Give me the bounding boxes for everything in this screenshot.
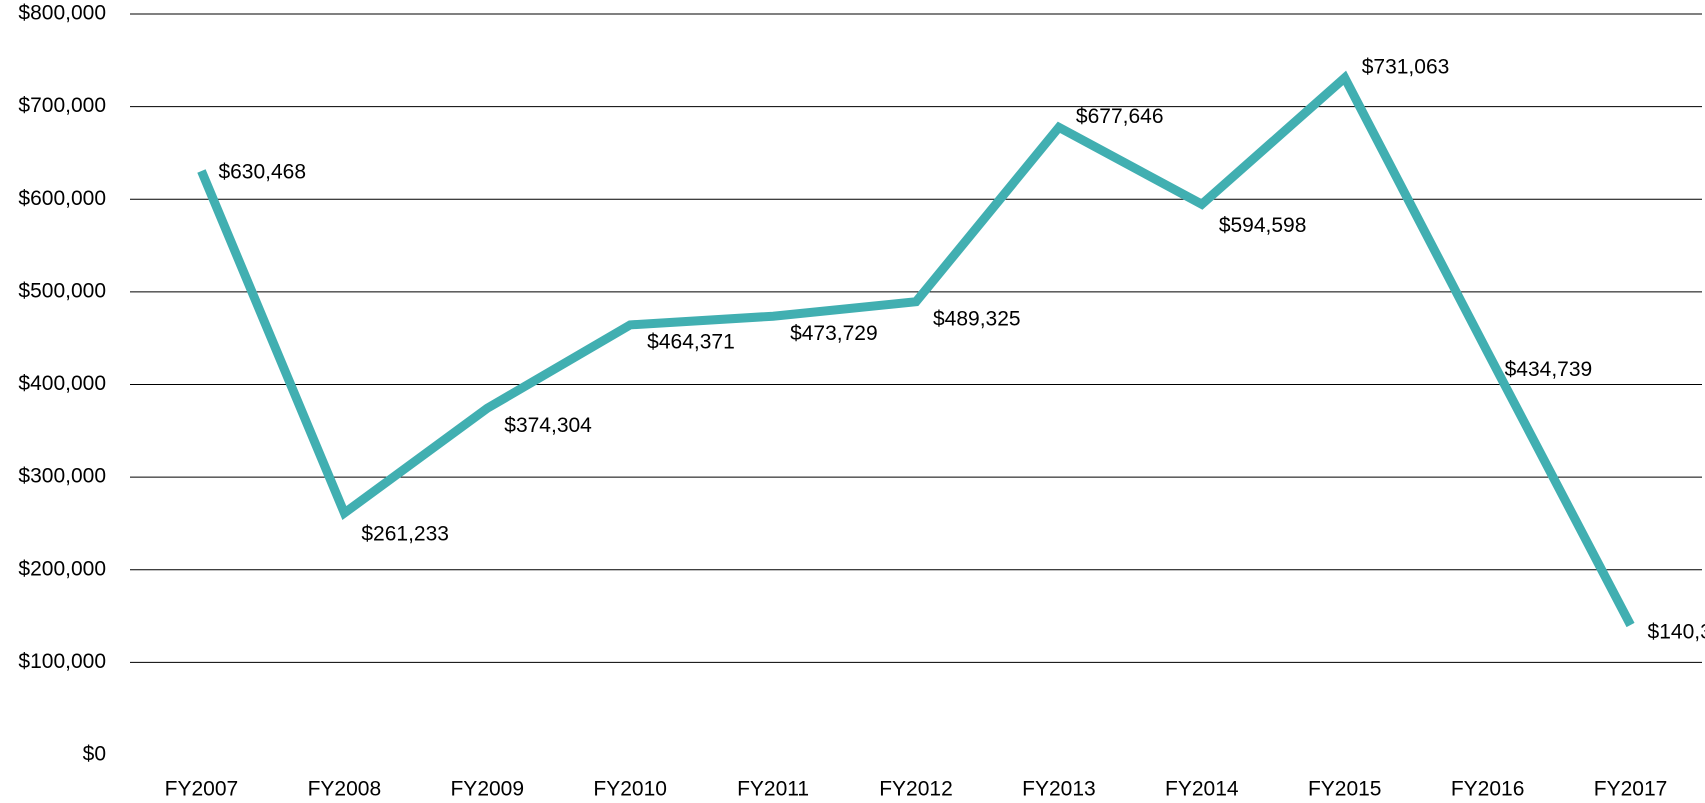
x-tick-label: FY2014 bbox=[1165, 778, 1239, 801]
y-tick-label: $300,000 bbox=[18, 465, 106, 488]
y-tick-label: $100,000 bbox=[18, 650, 106, 673]
x-tick-label: FY2017 bbox=[1594, 778, 1668, 801]
x-tick-label: FY2010 bbox=[593, 778, 667, 801]
data-label: $140,364 bbox=[1648, 621, 1705, 644]
y-tick-label: $0 bbox=[83, 743, 106, 766]
x-tick-label: FY2016 bbox=[1451, 778, 1525, 801]
data-label: $489,325 bbox=[933, 307, 1021, 330]
x-tick-label: FY2013 bbox=[1022, 778, 1096, 801]
x-tick-label: FY2007 bbox=[165, 778, 239, 801]
line-series bbox=[197, 70, 1635, 628]
data-label: $594,598 bbox=[1219, 214, 1307, 237]
x-tick-label: FY2008 bbox=[308, 778, 382, 801]
x-tick-label: FY2012 bbox=[879, 778, 953, 801]
data-label: $677,646 bbox=[1076, 105, 1164, 128]
data-label: $464,371 bbox=[647, 330, 735, 353]
data-label: $731,063 bbox=[1362, 55, 1450, 78]
x-tick-label: FY2011 bbox=[737, 778, 809, 801]
data-label: $473,729 bbox=[790, 322, 878, 345]
y-tick-label: $800,000 bbox=[18, 2, 106, 25]
y-tick-label: $600,000 bbox=[18, 187, 106, 210]
y-tick-label: $200,000 bbox=[18, 557, 106, 580]
x-tick-label: FY2009 bbox=[450, 778, 524, 801]
y-tick-label: $500,000 bbox=[18, 279, 106, 302]
data-label: $434,739 bbox=[1505, 358, 1593, 381]
data-label: $630,468 bbox=[218, 161, 306, 184]
data-label: $261,233 bbox=[361, 523, 449, 546]
x-tick-label: FY2015 bbox=[1308, 778, 1382, 801]
y-tick-label: $700,000 bbox=[18, 94, 106, 117]
data-label: $374,304 bbox=[504, 414, 592, 437]
y-tick-label: $400,000 bbox=[18, 372, 106, 395]
